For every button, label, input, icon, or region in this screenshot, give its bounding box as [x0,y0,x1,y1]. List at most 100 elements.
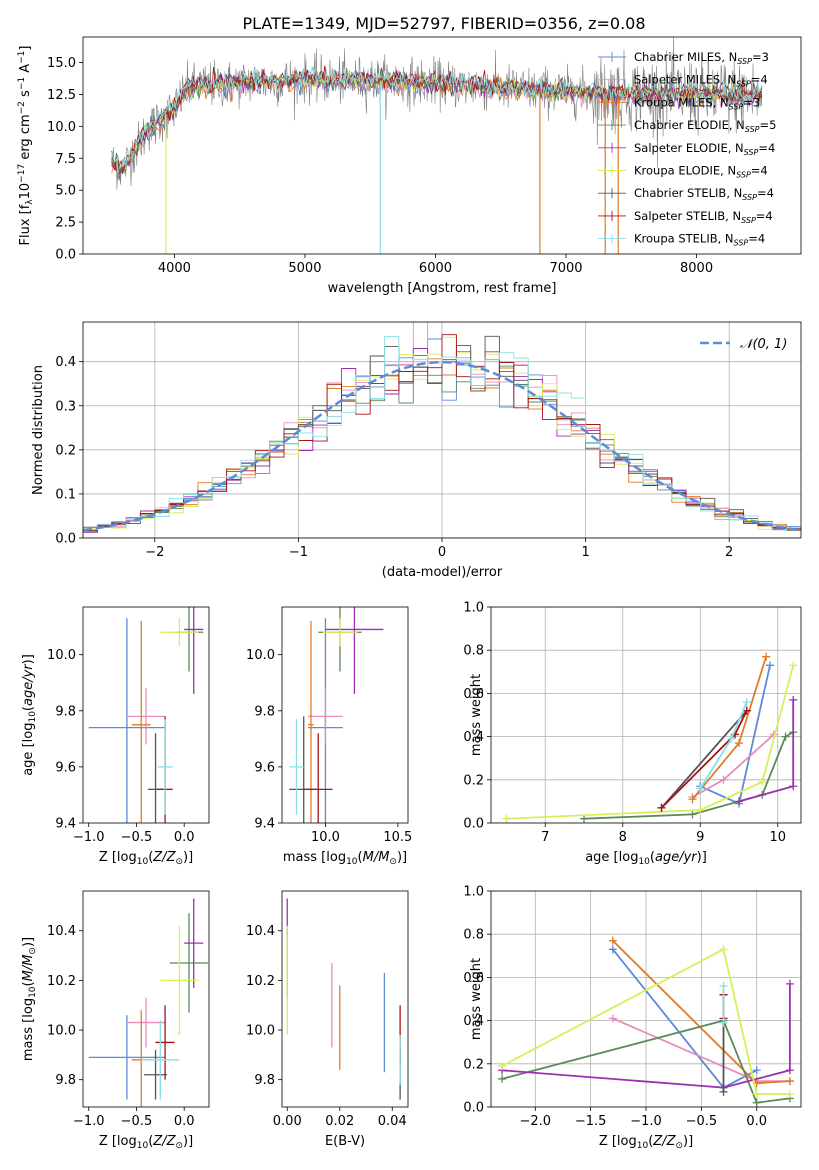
mass-metallicity-x-axis-label: Z [log10(Z/Z⊙)] [99,1134,193,1151]
mass-weight-point [742,698,751,707]
mass-weight-point [727,734,736,743]
x-tick-label: 9 [696,830,704,845]
x-tick-label: 0.00 [273,1114,302,1129]
y-tick-label: 0.6 [463,971,484,986]
y-tick-label: 1.0 [463,601,484,616]
residuals-plot-area [83,322,801,538]
y-tick-label: 0.2 [463,773,484,788]
y-tick-label: 0.0 [55,532,76,547]
age-mass-x-axis-label: mass [log10(M/M⊙)] [283,850,407,867]
age-mass-panel: 10.0 10.5 9.4 9.6 9.8 10.0 mass [log10(M/M⊙)] [246,606,412,867]
x-tick-label: 10 [769,830,786,845]
mass-weight-point [766,661,774,670]
residuals-x-axis-label: (data-model)/error [382,565,503,580]
y-tick-label: 0.3 [55,399,76,414]
legend-entry-label: Salpeter ELODIE, NSSP=4 [634,141,775,157]
mass-weight-point [785,1066,794,1075]
x-tick-label: 2 [725,545,733,560]
x-tick-label: 5000 [288,261,321,276]
errorbar-point [169,913,209,1013]
residuals-y-axis-label: Normed distribution [31,365,46,495]
mass-weight-metallicity-x-axis-label: Z [log10(Z/Z⊙)] [599,1134,693,1151]
y-tick-label: 9.8 [254,1073,275,1088]
x-tick-label: 8000 [680,261,713,276]
mass-metallicity-y-axis-label: mass [log10(M/M⊙)] [21,937,38,1061]
x-tick-label: 1 [581,545,589,560]
mass-weight-point [785,979,794,988]
mass-weight-metallicity-y-axis-label: mass weight [469,958,484,1040]
y-tick-label: 9.8 [55,1073,76,1088]
y-tick-label: 10.0 [246,1024,275,1039]
mass-weight-series-line [660,710,748,809]
mass-weight-point [696,806,705,815]
mass-weight-point [696,784,705,793]
mass-weight-series-line [502,983,791,1089]
y-tick-label: 15.0 [47,56,76,71]
mass-extinction-panel: 0.00 0.02 0.04 9.8 10.0 10.2 10.4 E(B-V) [246,890,409,1149]
normal-reference-curve [83,360,801,532]
mass-weight-point [719,982,728,991]
y-tick-label: 10.4 [246,924,275,939]
mass-weight-point [752,1066,761,1075]
residual-histogram [83,334,801,538]
errorbar-point [141,1020,180,1100]
mass-weight-point [789,695,798,704]
errorbar-point [160,925,199,1035]
legend-entry-label: Kroupa MILES, NSSP=3 [634,95,760,111]
mass-weight-series-line [506,665,795,820]
y-tick-label: 0.0 [55,248,76,263]
axes-frame [490,890,802,1108]
legend-entry-label: Salpeter STELIB, NSSP=4 [634,209,773,225]
errorbar-point [160,618,199,647]
age-metallicity-y-axis-label: age [log10(age/yr)] [21,654,38,776]
mass-weight-point [608,1014,617,1023]
spectrum-legend: Chabrier MILES, NSSP=3 Salpeter MILES, NS… [598,50,776,248]
age-metallicity-x-axis-label: Z [log10(Z/Z⊙)] [99,850,193,867]
mass-weight-age-x-axis-label: age [log10(age/yr)] [585,850,707,867]
y-tick-label: 0.0 [463,817,484,832]
y-tick-label: 10.0 [47,648,76,663]
x-tick-label: −2.0 [519,1114,551,1129]
mass-weight-metallicity-panel: −2.0 −1.5 −1.0 −0.5 0.0 0.0 0.2 0.4 0.6 0.8 1.0 Z [… [463,885,802,1151]
errorbar-point [184,898,204,988]
y-tick-label: 1.0 [463,885,484,900]
x-tick-label: 0.0 [174,830,195,845]
x-tick-label: 10.0 [311,830,340,845]
mass-weight-point [688,810,697,819]
y-tick-label: 0.4 [463,730,484,745]
x-tick-label: 0 [438,545,446,560]
mass-weight-point [785,1077,794,1086]
mass-weight-point [789,782,798,791]
legend-entry-label: Salpeter MILES, NSSP=4 [634,73,768,89]
age-metallicity-panel: −1.0 −0.5 0.0 9.4 9.6 9.8 10.0 Z [log10(Z/Z⊙)] a… [21,606,210,867]
errorbar-point [157,719,173,815]
errorbar-point [131,621,151,823]
x-tick-label: −0.5 [686,1114,718,1129]
errorbar-point [184,607,204,694]
x-tick-label: −1 [289,545,308,560]
mass-weight-point [789,661,798,670]
errorbar-point [126,997,166,1048]
mass-weight-point [719,945,728,954]
y-tick-label: 9.6 [55,760,76,775]
mass-weight-point [752,1098,761,1107]
y-tick-label: 9.4 [55,817,76,832]
mass-extinction-plot-area [286,898,401,1100]
legend-entry-label: Chabrier MILES, NSSP=3 [634,50,769,66]
mass-metallicity-plot-area [88,898,209,1107]
mass-weight-point [719,1018,728,1027]
mass-weight-series-line [501,1019,791,1104]
axes-frame [82,321,802,539]
legend-entry-label: Kroupa ELODIE, NSSP=4 [634,164,768,180]
y-tick-label: 0.2 [463,1057,484,1072]
x-tick-label: −0.5 [121,1114,153,1129]
mass-weight-point [735,797,743,806]
x-tick-label: 7 [541,830,549,845]
y-tick-label: 10.0 [246,648,275,663]
y-tick-label: 10.0 [47,120,76,135]
legend-entry-label: 𝒩(0, 1) [740,337,787,352]
x-tick-label: 8 [619,830,627,845]
mass-weight-point [688,795,697,804]
model-spectrum-line [111,66,762,168]
